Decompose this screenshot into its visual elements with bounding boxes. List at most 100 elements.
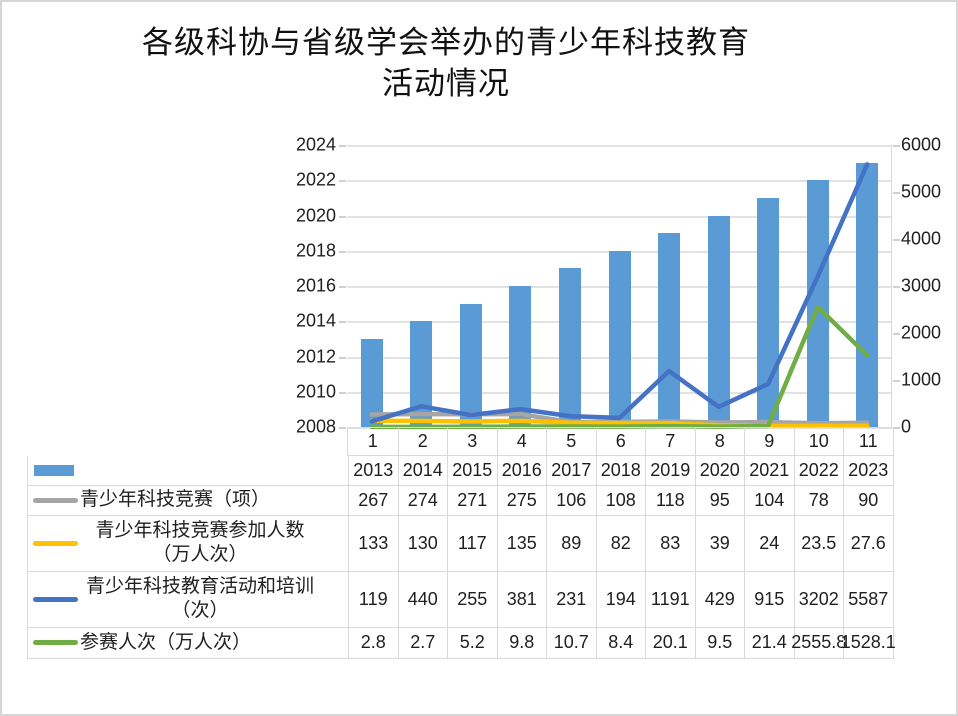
table-value-cell: 133 <box>348 515 398 571</box>
table-value-cell: 2020 <box>694 455 745 485</box>
table-value-cell: 2.7 <box>397 627 448 658</box>
table-value-cell: 255 <box>447 571 497 627</box>
right-axis-tick-label: 0 <box>901 416 912 437</box>
left-axis-tick <box>339 427 346 429</box>
table-value-cell: 429 <box>694 571 745 627</box>
left-axis-tick <box>339 286 346 288</box>
left-axis-tick-label: 2012 <box>295 346 336 366</box>
right-axis-tick-label: 6000 <box>901 134 942 155</box>
table-value-cell: 194 <box>595 571 646 627</box>
legend-cell <box>28 456 348 485</box>
bar-series-bar <box>558 268 581 427</box>
table-value-cell: 89 <box>546 515 596 571</box>
table-value-cell: 2013 <box>348 455 398 485</box>
table-value-cell: 2021 <box>744 455 794 485</box>
bar-series-bar <box>410 321 433 427</box>
table-value-cell: 10.7 <box>546 627 596 658</box>
table-value-cell: 9.5 <box>694 627 745 658</box>
line-series <box>369 304 870 430</box>
chart-title-line1: 各级科协与省级学会举办的青少年科技教育 <box>142 25 750 60</box>
category-label: 5 <box>546 428 596 455</box>
category-axis-row: 1 2 3 4 5 6 7 8 9 10 11 <box>347 427 894 456</box>
table-value-cell: 2018 <box>595 455 646 485</box>
right-axis-tick <box>893 380 900 382</box>
table-value-cell: 108 <box>595 485 646 515</box>
table-value-cell: 118 <box>645 485 695 515</box>
category-label: 9 <box>744 428 794 455</box>
table-value-cell: 231 <box>546 571 596 627</box>
chart-title: 各级科协与省级学会举办的青少年科技教育 活动情况 <box>12 22 880 104</box>
series-name-label: 参赛人次（万人次） <box>80 631 252 653</box>
left-axis-tick-label: 2014 <box>295 310 336 331</box>
left-axis-tick-label: 2018 <box>295 240 336 261</box>
right-axis-tick <box>893 286 900 288</box>
table-value-cell: 440 <box>397 571 448 627</box>
table-row: 2013 2014 2015 2016 2017 2018 2019 2020 2021 2022… <box>28 455 893 486</box>
table-value-cell: 83 <box>645 515 695 571</box>
table-value-cell: 2023 <box>843 455 893 485</box>
right-axis-tick <box>893 145 900 147</box>
table-value-cell: 117 <box>447 515 497 571</box>
right-axis-tick-label: 3000 <box>901 275 942 296</box>
bar-series-bar <box>707 215 730 427</box>
table-value-cell: 119 <box>348 571 398 627</box>
table-value-cell: 21.4 <box>744 627 794 658</box>
legend-cell: 青少年科技竞赛参加人数（万人次） <box>28 516 348 571</box>
table-value-cell: 2022 <box>793 455 844 485</box>
table-value-cell: 5587 <box>843 571 893 627</box>
category-label: 3 <box>447 428 497 455</box>
plot-gridline <box>347 180 892 183</box>
table-value-cell: 1191 <box>645 571 695 627</box>
table-value-cell: 9.8 <box>496 627 547 658</box>
table-row: 青少年科技竞赛（项） 267 274 271 275 106 108 118 95 104 78 90 <box>28 485 893 516</box>
legend-cell: 青少年科技教育活动和培训（次） <box>28 572 348 627</box>
left-axis-tick-label: 2024 <box>295 134 336 155</box>
table-value-cell: 135 <box>496 515 547 571</box>
table-value-cell: 2015 <box>447 455 497 485</box>
table-value-cell: 2555.8 <box>791 627 846 658</box>
left-axis-tick-label: 2010 <box>295 381 336 402</box>
table-value-cell: 2016 <box>496 455 547 485</box>
data-table: 2013 2014 2015 2016 2017 2018 2019 2020 2021 2022… <box>27 455 896 659</box>
bar-series-bar <box>856 162 879 427</box>
legend-cell: 参赛人次（万人次） <box>28 628 348 658</box>
left-axis-tick <box>339 321 346 324</box>
table-value-cell: 23.5 <box>793 515 844 571</box>
table-value-cell: 24 <box>744 515 794 571</box>
legend-key-line-swatch <box>33 640 78 645</box>
left-axis-tick <box>339 180 346 183</box>
table-value-cell: 8.4 <box>595 627 646 658</box>
table-value-cell: 2019 <box>645 455 695 485</box>
category-label: 1 <box>367 431 378 451</box>
table-value-cell: 39 <box>694 515 745 571</box>
table-value-cell: 104 <box>744 485 794 515</box>
table-row: 参赛人次（万人次） 2.8 2.7 5.2 9.8 10.7 8.4 20.1 9.5 21.4 2… <box>28 627 896 658</box>
category-label: 7 <box>645 428 695 455</box>
bar-series-bar <box>608 250 631 427</box>
series-name-label: 青少年科技教育活动和培训（次） <box>85 576 314 621</box>
plot-area <box>339 145 900 430</box>
table-value-cell: 381 <box>496 571 547 627</box>
line-series <box>369 162 870 424</box>
bar-series-bar <box>360 338 383 427</box>
left-axis-tick <box>339 391 346 394</box>
right-axis-tick <box>893 192 900 194</box>
table-value-cell: 20.1 <box>645 627 695 658</box>
chart-title-line2: 活动情况 <box>382 66 510 101</box>
series-name-label: 青少年科技竞赛（项） <box>80 489 271 510</box>
table-value-cell: 274 <box>397 485 448 515</box>
category-label: 10 <box>793 428 844 455</box>
table-value-cell: 2.8 <box>348 627 398 658</box>
table-value-cell: 106 <box>546 485 596 515</box>
bar-series-bar <box>459 303 482 427</box>
left-axis-tick <box>339 250 346 253</box>
legend-cell: 青少年科技竞赛（项） <box>28 486 348 515</box>
table-value-cell: 78 <box>793 485 844 515</box>
table-value-cell: 2014 <box>397 455 448 485</box>
left-axis-tick-label: 2016 <box>295 275 336 296</box>
legend-key-line-swatch <box>33 596 78 602</box>
plot-gridline <box>347 145 892 147</box>
right-axis-tick-label: 4000 <box>901 228 942 249</box>
table-value-cell: 27.6 <box>843 515 893 571</box>
